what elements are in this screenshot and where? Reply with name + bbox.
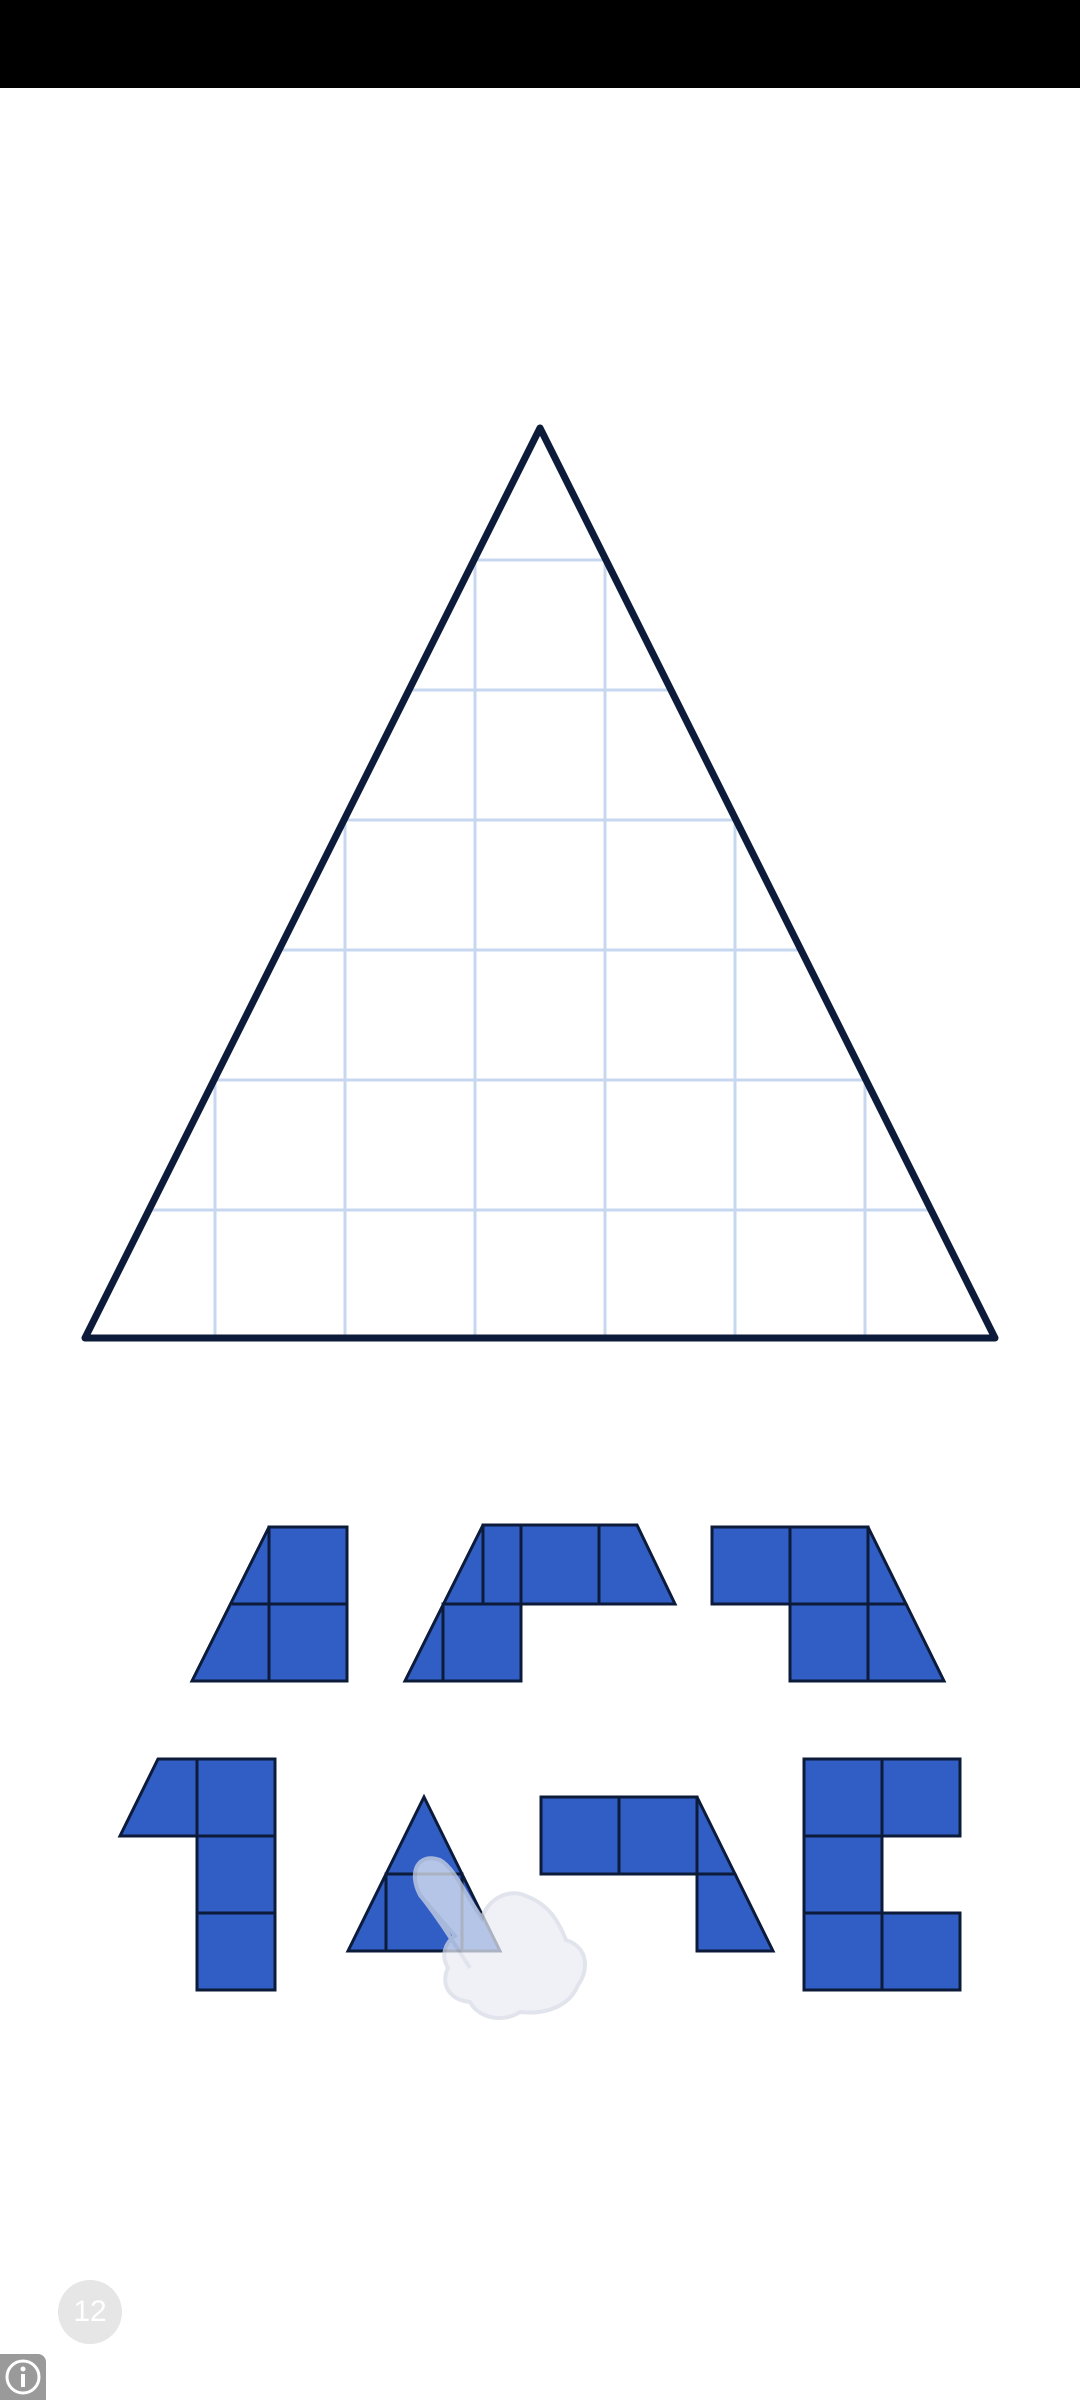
- piece-4[interactable]: [117, 1757, 277, 1992]
- piece-2[interactable]: [402, 1523, 678, 1683]
- status-bar: [0, 0, 1080, 88]
- target-grid: [150, 558, 930, 1338]
- hand-pointer-icon: [412, 1856, 588, 2020]
- target-triangle-outline: [81, 424, 999, 1342]
- info-icon: [5, 2359, 41, 2395]
- piece-6[interactable]: [539, 1795, 776, 1953]
- piece-3[interactable]: [710, 1525, 947, 1683]
- piece-7[interactable]: [802, 1757, 962, 1992]
- level-number-badge: 12: [58, 2280, 122, 2344]
- piece-1[interactable]: [189, 1525, 349, 1683]
- info-button[interactable]: [0, 2354, 46, 2400]
